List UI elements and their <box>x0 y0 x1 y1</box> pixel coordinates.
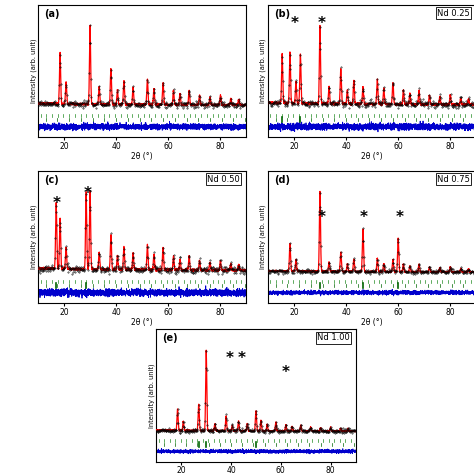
Text: *: * <box>318 16 326 31</box>
Text: *: * <box>291 16 299 31</box>
Text: (c): (c) <box>44 174 59 184</box>
Text: (d): (d) <box>274 174 290 184</box>
Text: *: * <box>226 351 234 366</box>
Text: Nd 1.00: Nd 1.00 <box>317 333 349 342</box>
Y-axis label: Intensity (arb. unit): Intensity (arb. unit) <box>260 205 266 269</box>
Y-axis label: Intensity (arb. unit): Intensity (arb. unit) <box>260 39 266 103</box>
Text: *: * <box>238 351 246 366</box>
Text: *: * <box>318 210 326 225</box>
Text: *: * <box>53 196 61 211</box>
Text: (a): (a) <box>44 9 60 18</box>
Text: *: * <box>282 365 290 381</box>
X-axis label: 2θ (°): 2θ (°) <box>131 318 153 327</box>
X-axis label: 2θ (°): 2θ (°) <box>361 152 383 161</box>
X-axis label: 2θ (°): 2θ (°) <box>131 152 153 161</box>
Text: (e): (e) <box>163 333 178 343</box>
Y-axis label: Intensity (arb. unit): Intensity (arb. unit) <box>148 364 155 428</box>
Text: Nd 0.75: Nd 0.75 <box>437 174 470 183</box>
Text: Nd 0.50: Nd 0.50 <box>208 174 240 183</box>
Text: (b): (b) <box>274 9 290 18</box>
X-axis label: 2θ (°): 2θ (°) <box>361 318 383 327</box>
Y-axis label: Intensity (arb. unit): Intensity (arb. unit) <box>30 39 36 103</box>
Text: Nd 0.25: Nd 0.25 <box>438 9 470 18</box>
Text: *: * <box>84 186 92 201</box>
Text: *: * <box>395 210 403 225</box>
Y-axis label: Intensity (arb. unit): Intensity (arb. unit) <box>30 205 36 269</box>
Text: *: * <box>360 210 368 225</box>
